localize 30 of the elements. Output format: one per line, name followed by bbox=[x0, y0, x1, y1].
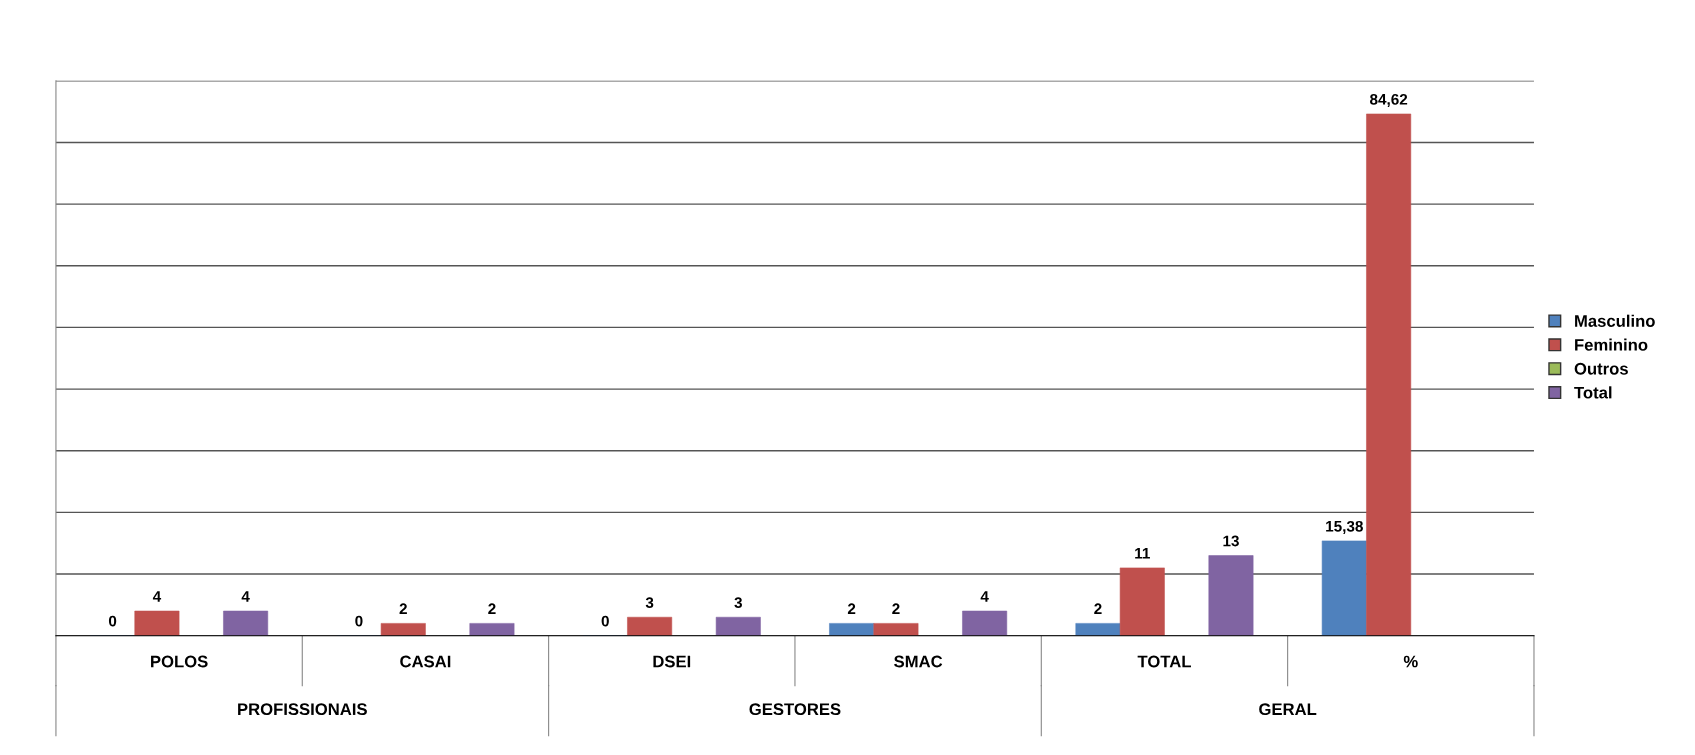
data-label: 3 bbox=[645, 597, 654, 609]
text: GESTORES bbox=[749, 703, 841, 716]
data-label: 2 bbox=[399, 603, 407, 615]
text: GERAL bbox=[1259, 703, 1317, 716]
data-label: 4 bbox=[241, 591, 250, 602]
data-label: 0 bbox=[355, 615, 363, 627]
legend-label: Outros bbox=[1574, 362, 1628, 375]
text: PROFISSIONAIS bbox=[238, 703, 367, 716]
data-label: 0 bbox=[108, 615, 117, 627]
x-tick-label: DSEI bbox=[653, 655, 691, 668]
data-label: 4 bbox=[152, 591, 162, 602]
data-label: 2 bbox=[488, 603, 496, 615]
x-tick-label: POLOS bbox=[151, 655, 208, 668]
data-label: 11 bbox=[1135, 548, 1150, 559]
data-label: 15,38 bbox=[1326, 520, 1363, 534]
x-tick-label: CASAI bbox=[400, 655, 451, 668]
data-label: 84,62 bbox=[1370, 93, 1408, 107]
legend-label: Masculino bbox=[1575, 314, 1655, 327]
data-label: 2 bbox=[847, 603, 856, 615]
x-tick-label: SMAC bbox=[894, 655, 943, 668]
data-label: 2 bbox=[892, 603, 900, 615]
legend-label: Feminino bbox=[1575, 338, 1648, 351]
data-label: 13 bbox=[1223, 535, 1239, 547]
legend-label: Total bbox=[1574, 386, 1612, 399]
data-label: 3 bbox=[734, 597, 742, 609]
data-label: 0 bbox=[601, 615, 609, 627]
data-label: 2 bbox=[1094, 603, 1102, 615]
data-label: 4 bbox=[980, 591, 989, 602]
x-tick-label: % bbox=[1403, 655, 1418, 668]
x-tick-label: TOTAL bbox=[1137, 655, 1191, 668]
